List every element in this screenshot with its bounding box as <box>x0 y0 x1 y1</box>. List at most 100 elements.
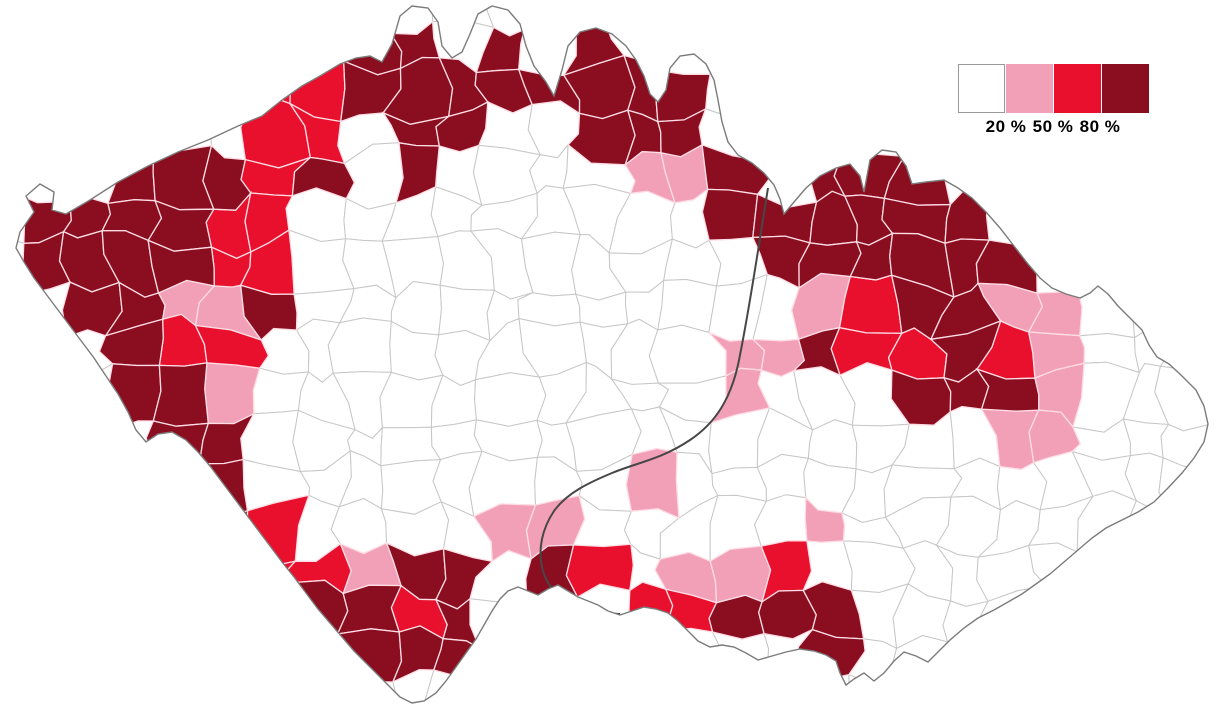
district-cell <box>239 284 298 341</box>
district-cell <box>1124 673 1173 703</box>
district-cell <box>202 144 252 211</box>
district-cell <box>978 635 1049 692</box>
district-cell <box>16 104 32 158</box>
district-cell <box>517 6 580 40</box>
district-cell <box>1088 672 1130 703</box>
legend-tick-50: 50 % <box>1032 117 1074 136</box>
district-cell <box>474 372 547 427</box>
district-cell <box>16 549 33 605</box>
district-cell <box>16 233 25 297</box>
district-cell <box>16 25 33 71</box>
district-cell <box>1166 514 1208 563</box>
district-cell <box>16 152 32 198</box>
district-cell <box>841 25 892 75</box>
district-cell <box>299 15 345 63</box>
district-cell <box>16 54 22 114</box>
district-cell <box>61 590 111 630</box>
district-cell <box>483 686 529 703</box>
district-cell <box>701 143 774 196</box>
district-cell <box>423 669 497 703</box>
district-cell <box>68 99 121 164</box>
district-cell <box>1127 231 1183 292</box>
district-cell <box>1212 670 1224 719</box>
district-cell <box>152 362 210 427</box>
district-cell <box>435 100 489 153</box>
district-cell <box>523 685 583 703</box>
district-cell <box>291 156 356 200</box>
district-cell <box>16 672 31 703</box>
district-cell <box>152 669 209 703</box>
district-cell <box>16 319 68 383</box>
district-cell <box>148 504 218 563</box>
district-cell <box>331 680 398 703</box>
district-cell <box>1076 6 1126 33</box>
district-cell <box>469 598 537 649</box>
district-cell <box>883 669 955 703</box>
district-cell <box>107 11 162 77</box>
district-cell <box>1023 199 1091 245</box>
district-cell <box>147 239 215 294</box>
district-cell <box>1212 246 1224 289</box>
district-cell <box>151 6 214 24</box>
legend-tick-80: 80 % <box>1079 117 1121 136</box>
district-cell <box>61 673 128 703</box>
district-cell <box>252 577 301 651</box>
district-cell <box>152 12 214 78</box>
district-cell <box>1213 55 1224 113</box>
district-cell <box>1121 586 1173 642</box>
district-cell <box>145 420 210 468</box>
district-cell <box>163 594 219 644</box>
district-cell <box>200 6 265 25</box>
district-cell <box>16 189 26 244</box>
district-cell <box>101 593 178 643</box>
district-cell <box>101 627 172 688</box>
district-cell <box>285 630 339 690</box>
legend-swatch-over-80 <box>1102 64 1149 113</box>
district-cell <box>802 102 864 163</box>
district-cell <box>1164 669 1208 703</box>
district-cell <box>16 61 85 110</box>
district-cell <box>106 363 162 429</box>
district-cell <box>1036 630 1095 693</box>
district-cell <box>286 684 353 703</box>
district-cell <box>16 495 72 552</box>
district-cell <box>194 324 270 369</box>
district-cell <box>200 64 260 104</box>
district-cell <box>1206 196 1208 257</box>
district-cell <box>748 671 812 703</box>
district-cell <box>16 418 35 467</box>
district-cell <box>1159 155 1208 210</box>
district-cell <box>709 6 771 76</box>
district-cell <box>1207 408 1208 473</box>
district-cell <box>660 6 717 12</box>
district-cell <box>61 463 129 513</box>
district-cell <box>1161 635 1208 693</box>
district-cell <box>882 22 946 74</box>
district-cell <box>193 504 249 563</box>
district-cell <box>336 584 403 635</box>
district-cell <box>1023 143 1074 207</box>
district-cell <box>749 6 814 27</box>
district-cell <box>16 288 32 334</box>
district-cell <box>751 53 819 111</box>
district-cell <box>611 629 666 685</box>
district-cell <box>1124 627 1171 693</box>
district-cell <box>1207 369 1208 426</box>
district-cell <box>1113 6 1185 32</box>
legend-swatch-20-50 <box>1006 64 1053 113</box>
district-cell <box>334 6 392 44</box>
district-cell <box>657 278 718 334</box>
district-cell <box>1127 278 1180 339</box>
district-cell <box>1075 620 1134 694</box>
district-cell <box>1172 285 1208 322</box>
district-cell <box>210 560 255 605</box>
district-cell <box>791 326 842 377</box>
district-cell <box>28 595 78 651</box>
district-cell <box>701 188 759 241</box>
district-cell <box>1218 513 1224 554</box>
district-cell <box>804 496 846 543</box>
district-cell <box>198 585 267 645</box>
legend-swatch-under-20 <box>958 64 1005 113</box>
district-cell <box>1074 580 1134 633</box>
district-cell <box>250 6 314 25</box>
